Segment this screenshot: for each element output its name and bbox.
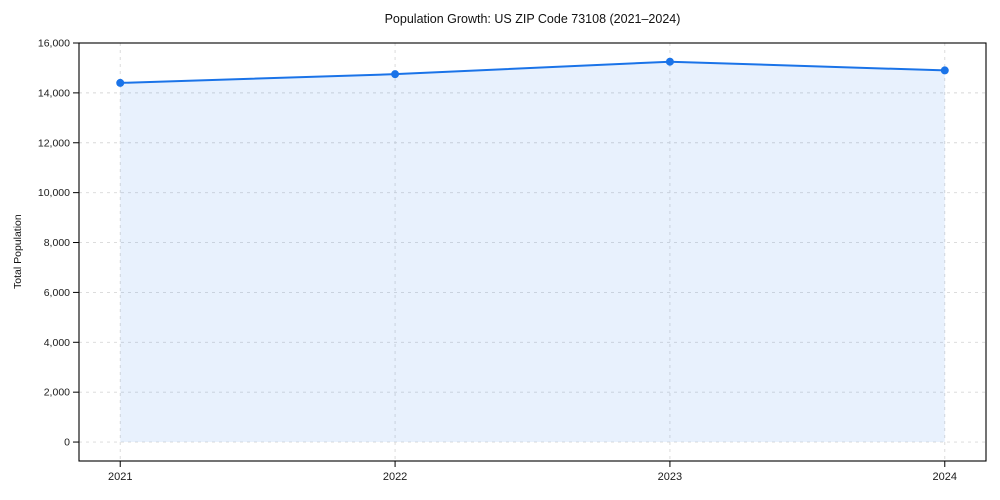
x-tick-label: 2021 xyxy=(108,471,132,483)
x-tick-label: 2024 xyxy=(933,471,957,483)
data-point-marker xyxy=(940,66,949,75)
y-tick-label: 2,000 xyxy=(44,387,70,399)
plot-border xyxy=(78,42,987,462)
area-fill xyxy=(120,61,945,443)
data-point-marker xyxy=(665,57,674,66)
population-trend-line xyxy=(119,60,946,84)
x-tick-label: 2022 xyxy=(383,471,407,483)
chart-title: Population Growth: US ZIP Code 73108 (20… xyxy=(384,12,681,26)
y-tick-label: 4,000 xyxy=(44,337,70,349)
data-point-marker xyxy=(391,70,400,79)
y-tick-label: 10,000 xyxy=(38,187,70,199)
data-point-marker xyxy=(116,78,125,87)
y-tick-label: 0 xyxy=(64,437,70,449)
y-tick-label: 16,000 xyxy=(38,38,70,50)
y-tick-label: 14,000 xyxy=(38,87,70,99)
data-point-markers xyxy=(116,57,949,87)
y-tick-label: 6,000 xyxy=(44,287,70,299)
y-tick-label: 8,000 xyxy=(44,237,70,249)
y-tick-label: 12,000 xyxy=(38,137,70,149)
axis-ticks: 0 2,000 4,000 6,000 8,000 10,000 12,000 14,000 1… xyxy=(38,38,957,484)
x-tick-label: 2023 xyxy=(658,471,682,483)
